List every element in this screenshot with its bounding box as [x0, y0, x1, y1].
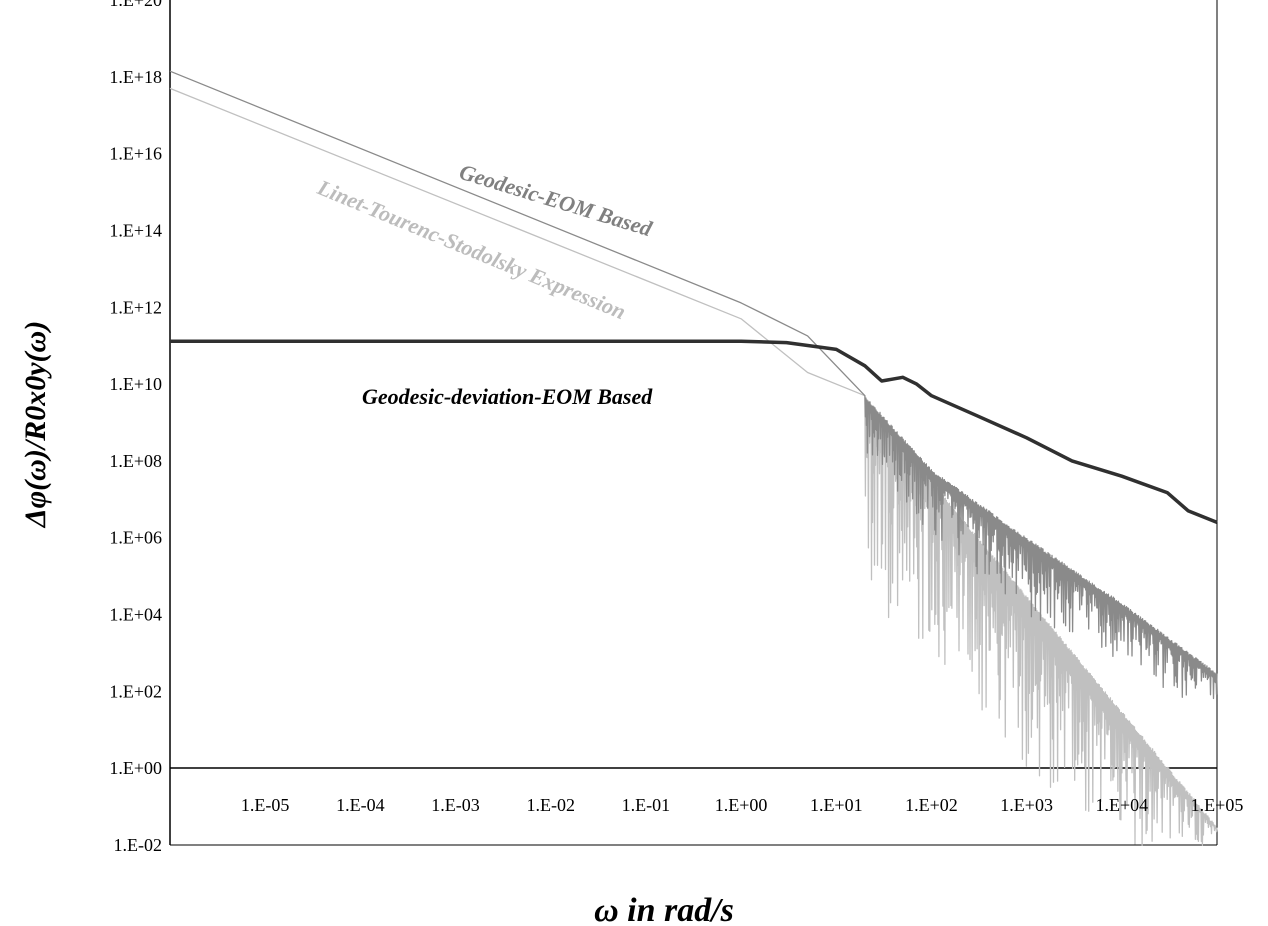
y-tick-labels: 1.E-02 1.E+00 1.E+02 1.E+04 1.E+06 1.E+08 1.E+… — [109, 0, 162, 855]
x-tick-label: 1.E+03 — [1000, 795, 1053, 815]
y-tick-label: 1.E+02 — [109, 681, 162, 701]
y-tick-label: 1.E-02 — [114, 835, 163, 855]
y-tick-label: 1.E+18 — [109, 67, 162, 87]
x-tick-label: 1.E-03 — [431, 795, 480, 815]
x-tick-label: 1.E-02 — [526, 795, 575, 815]
y-tick-label: 1.E+04 — [109, 605, 162, 625]
y-tick-label: 1.E+08 — [109, 451, 162, 471]
x-tick-label: 1.E-05 — [241, 795, 290, 815]
y-axis-title: Δφ(ω)/R0x0y(ω) — [19, 321, 52, 528]
series-line-geodesic-deviation-eom — [170, 341, 1217, 522]
x-tick-label: 1.E+05 — [1191, 795, 1244, 815]
x-tick-label: 1.E+04 — [1095, 795, 1148, 815]
x-tick-label: 1.E+01 — [810, 795, 863, 815]
series-line-geodesic-eom — [170, 71, 1217, 698]
y-tick-label: 1.E+10 — [109, 374, 162, 394]
x-tick-label: 1.E-01 — [622, 795, 671, 815]
y-tick-label: 1.E+12 — [109, 297, 162, 317]
annotation-geodesic-deviation-eom: Geodesic-deviation-EOM Based — [362, 384, 653, 409]
x-tick-label: 1.E+00 — [715, 795, 768, 815]
y-tick-label: 1.E+14 — [109, 220, 162, 240]
y-tick-label: 1.E+20 — [109, 0, 162, 10]
y-tick-label: 1.E+06 — [109, 528, 162, 548]
x-tick-label: 1.E+02 — [905, 795, 958, 815]
y-tick-label: 1.E+16 — [109, 144, 162, 164]
x-axis-title: ω in rad/s — [594, 892, 734, 926]
x-tick-label: 1.E-04 — [336, 795, 385, 815]
y-tick-label: 1.E+00 — [109, 758, 162, 778]
